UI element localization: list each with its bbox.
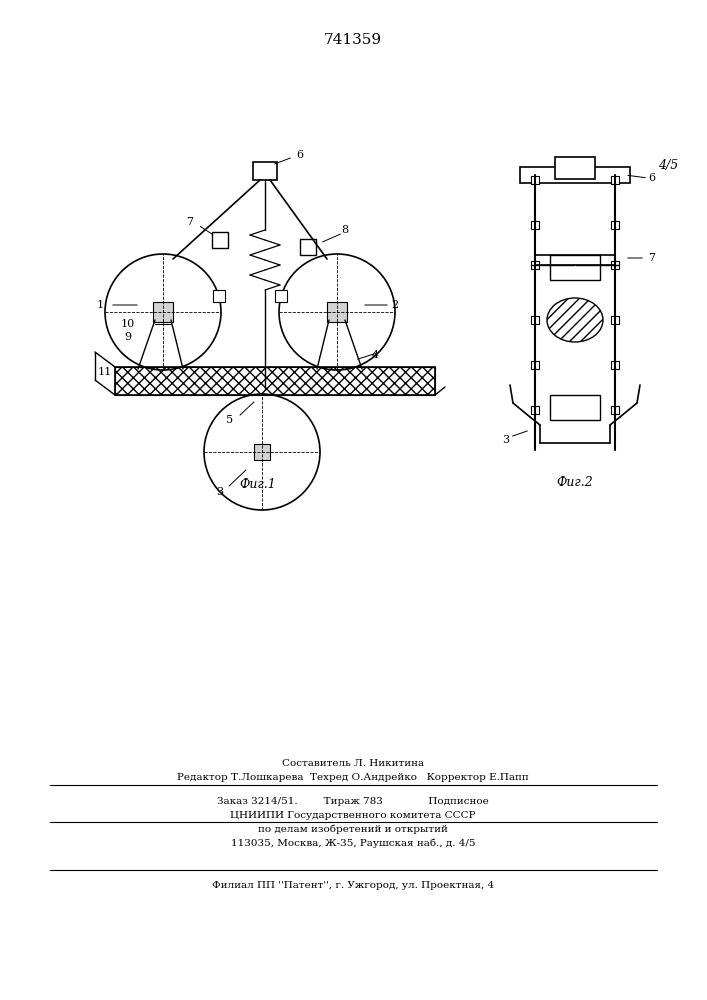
Text: 7: 7 xyxy=(648,253,655,263)
Bar xyxy=(213,290,225,302)
Bar xyxy=(611,361,619,369)
Bar xyxy=(253,162,277,180)
Text: 4/5: 4/5 xyxy=(658,158,678,172)
Bar xyxy=(300,239,316,255)
Text: 3: 3 xyxy=(502,435,509,445)
Text: 9: 9 xyxy=(124,332,132,342)
Bar xyxy=(611,261,619,269)
Text: 5: 5 xyxy=(226,415,233,425)
Bar xyxy=(115,367,435,395)
Text: 1: 1 xyxy=(96,300,103,310)
Text: Фиг.2: Фиг.2 xyxy=(556,476,593,488)
Bar xyxy=(327,302,347,322)
Bar xyxy=(520,167,630,183)
Bar xyxy=(254,444,270,460)
Text: Заказ 3214/51.        Тираж 783              Подписное: Заказ 3214/51. Тираж 783 Подписное xyxy=(217,798,489,806)
Bar xyxy=(531,316,539,324)
Text: 113035, Москва, Ж-35, Раушская наб., д. 4/5: 113035, Москва, Ж-35, Раушская наб., д. … xyxy=(230,838,475,848)
Text: Фиг.1: Фиг.1 xyxy=(240,479,276,491)
Bar xyxy=(212,232,228,248)
Text: 2: 2 xyxy=(392,300,399,310)
Bar xyxy=(611,406,619,414)
Bar xyxy=(531,361,539,369)
Bar xyxy=(550,255,600,280)
Text: 6: 6 xyxy=(296,150,303,160)
Text: 3: 3 xyxy=(216,487,223,497)
Text: 8: 8 xyxy=(341,225,349,235)
Bar xyxy=(611,176,619,184)
Bar xyxy=(611,221,619,229)
Bar xyxy=(531,221,539,229)
Bar xyxy=(531,406,539,414)
Text: 741359: 741359 xyxy=(324,33,382,47)
Text: 7: 7 xyxy=(187,217,194,227)
Ellipse shape xyxy=(547,298,603,342)
Text: Составитель Л. Никитина: Составитель Л. Никитина xyxy=(282,758,424,768)
Bar xyxy=(531,261,539,269)
Bar xyxy=(550,395,600,420)
Text: Редактор Т.Лошкарева  Техред О.Андрейко   Корректор Е.Папп: Редактор Т.Лошкарева Техред О.Андрейко К… xyxy=(177,774,529,782)
Text: Филиал ПП ''Патент'', г. Ужгород, ул. Проектная, 4: Филиал ПП ''Патент'', г. Ужгород, ул. Пр… xyxy=(212,880,494,890)
Text: 10: 10 xyxy=(121,319,135,329)
Text: по делам изобретений и открытий: по делам изобретений и открытий xyxy=(258,824,448,834)
Text: 4: 4 xyxy=(371,350,378,360)
Text: 11: 11 xyxy=(98,367,112,377)
Text: 6: 6 xyxy=(648,173,655,183)
Bar xyxy=(115,367,435,395)
Text: ЦНИИПИ Государственного комитета СССР: ЦНИИПИ Государственного комитета СССР xyxy=(230,812,476,820)
Bar xyxy=(275,290,287,302)
Bar xyxy=(555,157,595,179)
Bar xyxy=(531,176,539,184)
Bar xyxy=(153,302,173,322)
Bar xyxy=(611,316,619,324)
